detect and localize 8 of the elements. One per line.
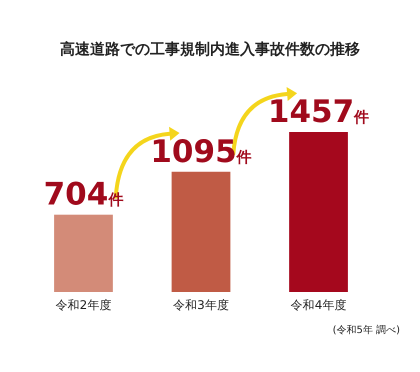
data-label: 1095件 xyxy=(150,134,252,170)
chart-title: 高速道路での工事規制内進入事故件数の推移 xyxy=(60,40,360,58)
data-label: 704件 xyxy=(44,176,124,213)
text: (令和5年 調べ) xyxy=(332,324,400,336)
x-tick-label: 令和3年度 xyxy=(173,298,229,312)
x-tick-label: 令和4年度 xyxy=(290,298,346,312)
x-tick-label: 令和2年度 xyxy=(56,298,112,312)
data-label: 1457件 xyxy=(268,94,370,130)
